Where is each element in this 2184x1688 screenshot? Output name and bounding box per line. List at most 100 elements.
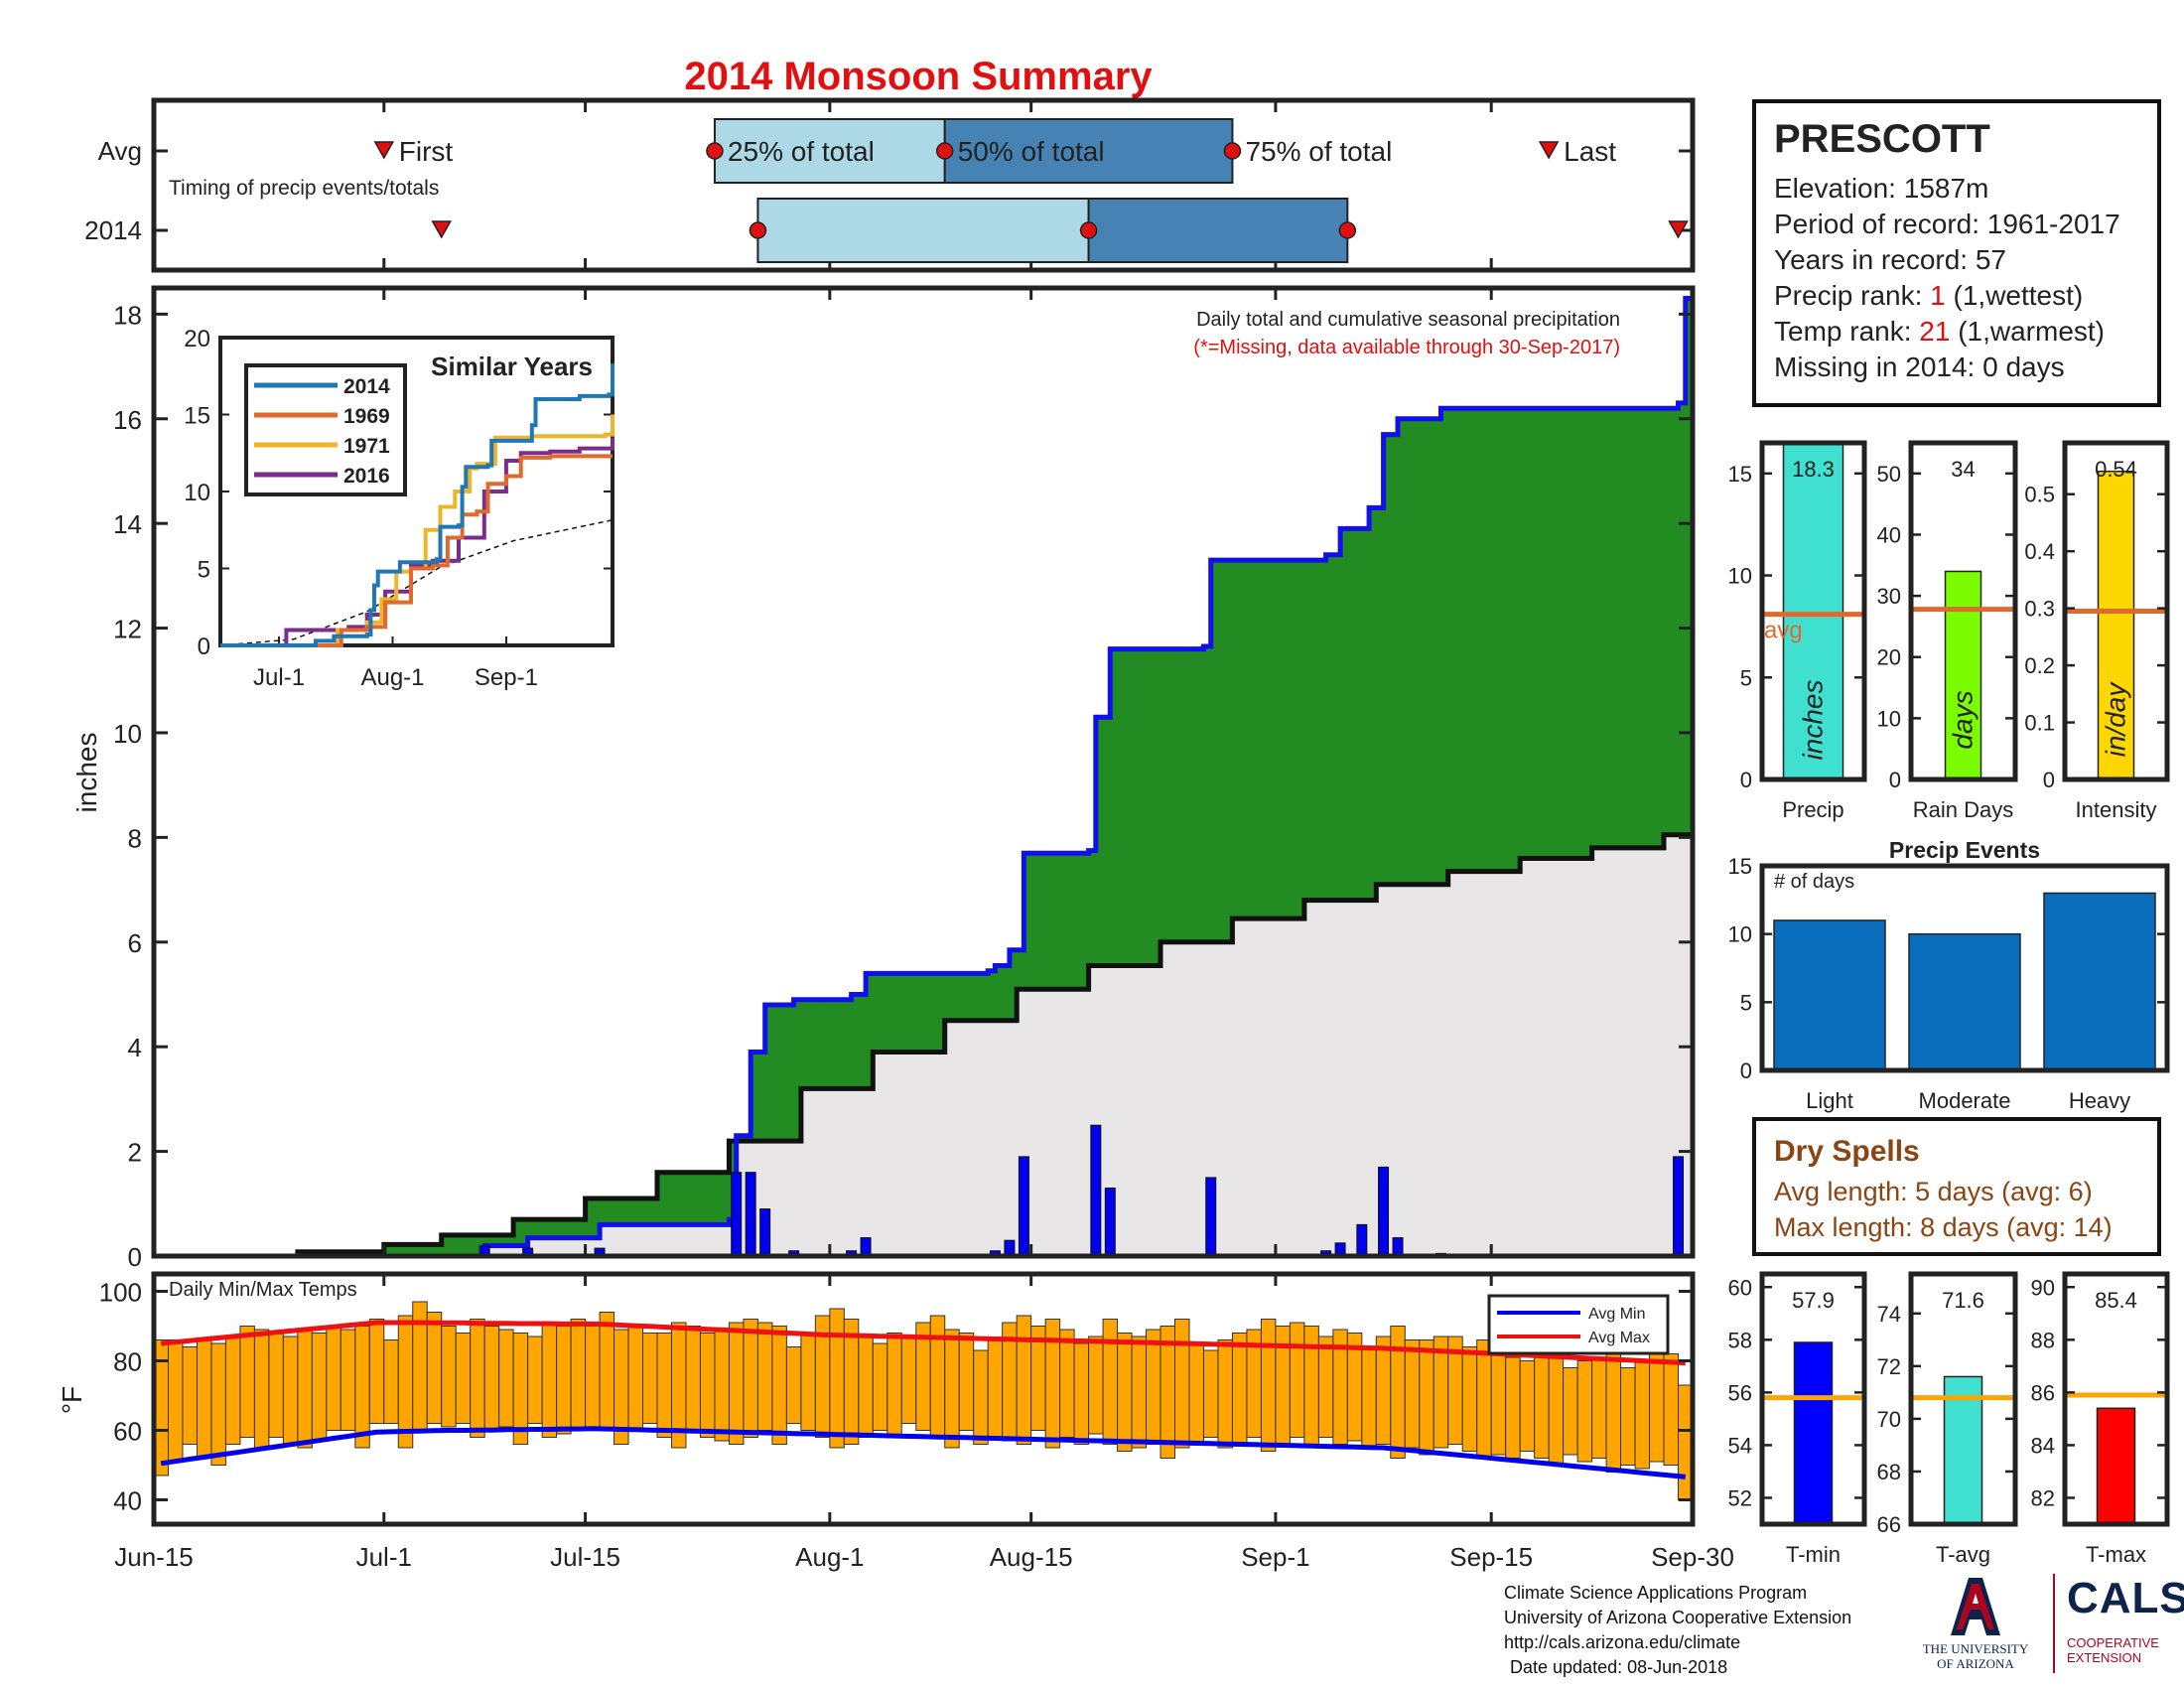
tmin-frame — [1759, 1271, 1867, 1527]
temp-range-bar-4 — [210, 1342, 226, 1466]
tmin-ytick-label-0: 52 — [1728, 1485, 1752, 1510]
daily-precip-bar-17 — [1356, 1223, 1368, 1257]
precip-ytick-label-2: 4 — [128, 1033, 142, 1062]
precip_total-ytick-label-1: 5 — [1740, 665, 1752, 690]
tavg-ytick-label-4: 74 — [1877, 1302, 1901, 1327]
tmax-value-label: 85.4 — [2095, 1288, 2137, 1313]
temp-range-bar-47 — [829, 1308, 845, 1449]
tmax-ytick-label-2: 86 — [2031, 1380, 2055, 1405]
cumulative-2014-line — [154, 296, 1693, 1259]
temp-range-bar-29 — [570, 1319, 587, 1431]
precip-ytick-label-7: 14 — [113, 509, 142, 539]
timing-box-50-75-avg — [943, 118, 1234, 184]
precip-rank-label: Precip rank: — [1774, 280, 1931, 311]
events-ytick-label-2: 10 — [1728, 922, 1752, 947]
temp-range-bar-5 — [224, 1336, 241, 1445]
daily-precip-bar-3 — [731, 1172, 743, 1257]
temp-range-bar-101 — [1605, 1349, 1622, 1473]
timing-marker-p75-y2014 — [1338, 221, 1357, 239]
events-ylabel: # of days — [1774, 871, 1854, 893]
timing-box-25-50-avg — [713, 118, 946, 184]
precip-total-panel: 0 5 10 15 18.3 Precip inches avg — [1728, 440, 1867, 822]
tmin-xlabel: T-min — [1786, 1542, 1841, 1567]
temp-range-bar-10 — [297, 1329, 313, 1449]
precip-plot-frame — [151, 285, 1696, 1259]
precip-subtitle-1: Daily total and cumulative seasonal prec… — [1196, 309, 1620, 331]
university-of-arizona-logo: A THE UNIVERSITY OF ARIZONA — [1921, 1574, 2030, 1673]
rain_days-bar-text: days — [1948, 690, 1979, 749]
surplus-area-top — [154, 298, 1693, 1256]
temp-range-bar-96 — [1534, 1346, 1550, 1459]
precip-ytick-label-6: 12 — [113, 615, 142, 644]
daily-precip-bar-12 — [1090, 1124, 1102, 1257]
temp-range-bar-42 — [756, 1322, 773, 1431]
events-ytick-label-1: 5 — [1740, 990, 1752, 1015]
precip-ytick-label-8: 16 — [113, 405, 142, 435]
precip-events-panel: Light Moderate Heavy 0 5 10 15 Precip Events # o… — [1728, 837, 2170, 1113]
temp-range-bar-44 — [785, 1346, 802, 1424]
dry-spells-avg-length: Avg length: 5 days (avg: 6) — [1774, 1177, 2093, 1206]
temp-range-bar-23 — [483, 1326, 500, 1431]
timing-label-75: 75% of total — [1245, 136, 1392, 167]
temp-range-bar-11 — [311, 1333, 328, 1442]
temp-range-bar-8 — [268, 1333, 284, 1438]
temp-range-bar-73 — [1202, 1349, 1219, 1438]
temp-range-bar-24 — [498, 1329, 514, 1428]
temp-range-bar-15 — [368, 1319, 385, 1424]
tmax-ytick-label-1: 84 — [2031, 1433, 2055, 1458]
timing-triangle-first-y2014 — [431, 220, 453, 239]
temp-range-bar-40 — [728, 1322, 745, 1445]
daily-precip-bar-5 — [759, 1208, 771, 1257]
dry-spells-title: Dry Spells — [1774, 1135, 1920, 1168]
station-info-box: PRESCOTT Elevation: 1587m Period of reco… — [1752, 99, 2161, 407]
temp-range-bar-27 — [541, 1322, 558, 1438]
ua-block-a-icon: A — [1951, 1578, 2000, 1635]
similar-ytick-label-2: 10 — [184, 480, 210, 506]
temps-ytick-label-0: 40 — [113, 1486, 142, 1516]
events-title: Precip Events — [1889, 837, 2040, 863]
temp-range-bar-45 — [800, 1333, 816, 1431]
intensity-ytick-label-4: 0.4 — [2024, 539, 2055, 564]
temp-range-bar-14 — [354, 1326, 370, 1449]
intensity-value-label: 0.54 — [2095, 457, 2137, 482]
ua-logo-line-2: OF ARIZONA — [1937, 1656, 2014, 1671]
precip_total-xlabel: Precip — [1782, 797, 1843, 822]
rain_days-xlabel: Rain Days — [1913, 797, 2013, 822]
credits-block: Climate Science Applications Program Uni… — [1504, 1581, 1851, 1680]
tavg-xlabel: T-avg — [1936, 1542, 1990, 1567]
rain_days-value-label: 34 — [1951, 457, 1975, 482]
tmin-bar — [1793, 1341, 1834, 1525]
timing-label-50: 50% of total — [958, 136, 1105, 167]
temp-range-bar-99 — [1576, 1360, 1593, 1463]
temp-range-bar-103 — [1634, 1360, 1651, 1470]
credits-line-2: University of Arizona Cooperative Extens… — [1504, 1608, 1852, 1627]
similar-legend-label-2014: 2014 — [343, 375, 390, 398]
temp-range-bar-12 — [326, 1326, 341, 1431]
tavg-panel: 66 68 70 72 74 71.6 T-avg — [1877, 1271, 2018, 1567]
events-frame — [1759, 863, 2170, 1073]
intensity-panel: 0 0.1 0.2 0.3 0.4 0.5 0.54 Intensity in/day — [2024, 440, 2170, 822]
timing-marker-p75-avg — [1223, 142, 1242, 160]
similar-years-inset: 0 5 10 15 20 Jul-1 Aug-1 Sep-1 Similar Years 2014… — [184, 326, 614, 691]
temp-range-bar-54 — [929, 1315, 946, 1438]
similar-line-1969 — [220, 454, 613, 647]
events-category-label-0: Light — [1806, 1088, 1853, 1113]
temp-range-bar-102 — [1620, 1367, 1636, 1466]
timing-label-last: Last — [1564, 136, 1616, 167]
timing-label-first: First — [399, 136, 454, 167]
timing-panel: Avg 2014 Timing of precip events/totals Fir… — [84, 97, 1696, 273]
precip-rank: Precip rank: 1 (1,wettest) — [1774, 280, 2083, 312]
tavg-ytick-label-2: 70 — [1877, 1407, 1901, 1432]
events-category-label-2: Heavy — [2069, 1088, 2130, 1113]
precip-ytick-label-0: 0 — [128, 1242, 142, 1272]
dry-spells-max-length: Max length: 8 days (avg: 14) — [1774, 1212, 2113, 1242]
daily-precip-bar-8 — [860, 1237, 872, 1257]
temps-ytick-label-3: 100 — [99, 1278, 142, 1308]
timing-row-label-1: 2014 — [84, 215, 142, 245]
temp-range-bar-98 — [1563, 1367, 1578, 1456]
temps-title: Daily Min/Max Temps — [169, 1279, 357, 1301]
temp-range-bar-39 — [714, 1329, 730, 1442]
temp-range-bar-13 — [340, 1329, 356, 1431]
temp-range-bar-63 — [1059, 1329, 1075, 1438]
